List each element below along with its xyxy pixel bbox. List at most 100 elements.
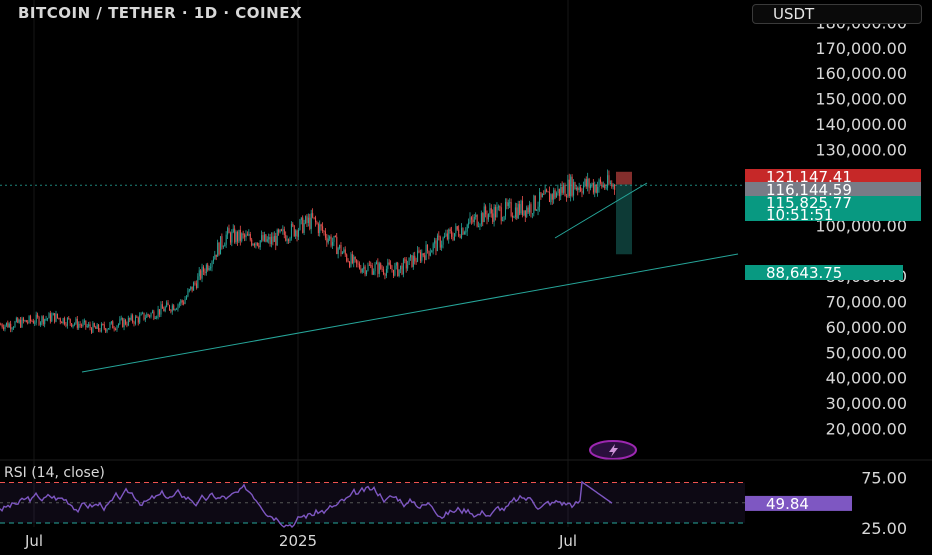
candle-body bbox=[224, 244, 226, 247]
candle-body bbox=[548, 191, 550, 203]
target-price-label-background bbox=[745, 265, 903, 280]
candle-body bbox=[214, 254, 216, 260]
candle-body bbox=[190, 286, 192, 290]
candle-body bbox=[8, 323, 10, 328]
candle-body bbox=[575, 187, 577, 190]
candle-body bbox=[68, 318, 70, 320]
candle-body bbox=[20, 319, 22, 328]
y-axis-tick-label: 30,000.00 bbox=[826, 394, 907, 413]
candle-body bbox=[523, 210, 525, 216]
candle-body bbox=[299, 220, 301, 230]
stop-loss-zone[interactable] bbox=[616, 171, 632, 185]
candle-body bbox=[551, 194, 553, 200]
candle-body bbox=[502, 220, 504, 222]
candle-body bbox=[32, 321, 34, 324]
candle-body bbox=[324, 231, 326, 238]
candle-body bbox=[591, 182, 593, 186]
currency-selector-button[interactable]: USDT bbox=[752, 4, 922, 24]
candle-body bbox=[332, 242, 334, 246]
candle-body bbox=[432, 243, 434, 251]
candle-body bbox=[476, 214, 478, 227]
candle-body bbox=[397, 262, 399, 277]
candle-body bbox=[486, 214, 488, 220]
candle-body bbox=[183, 302, 185, 304]
candle-body bbox=[82, 322, 84, 326]
candle-body bbox=[75, 318, 77, 324]
candle-body bbox=[323, 231, 325, 233]
candle-body bbox=[286, 239, 288, 241]
candle-body bbox=[306, 216, 308, 223]
candle-body bbox=[577, 187, 579, 191]
candle-body bbox=[317, 223, 319, 233]
candle-body bbox=[339, 245, 341, 249]
candle-body bbox=[72, 324, 74, 327]
candle-body bbox=[322, 226, 324, 232]
candle-body bbox=[463, 232, 465, 235]
candle-body bbox=[571, 176, 573, 196]
last-price-label-background bbox=[745, 196, 921, 221]
entry-price-label: 116,144.59 bbox=[766, 181, 852, 199]
x-axis-tick-label: 2025 bbox=[279, 532, 317, 550]
y-axis-tick-label: 170,000.00 bbox=[815, 39, 907, 58]
candle-body bbox=[424, 255, 426, 261]
candle-body bbox=[93, 323, 95, 327]
candle-body bbox=[150, 313, 152, 317]
candle-body bbox=[588, 178, 590, 189]
candle-body bbox=[534, 195, 536, 210]
candle-body bbox=[398, 269, 400, 277]
candle-body bbox=[108, 328, 110, 330]
y-axis-tick-label: 60,000.00 bbox=[826, 318, 907, 337]
candle-body bbox=[83, 320, 85, 323]
candle-body bbox=[604, 184, 606, 188]
y-axis-tick-label: 100,000.00 bbox=[815, 216, 907, 235]
candle-body bbox=[307, 217, 309, 223]
rsi-value-label: 49.84 bbox=[766, 495, 809, 513]
candle-body bbox=[115, 328, 117, 330]
candle-body bbox=[10, 323, 12, 330]
candle-body bbox=[245, 234, 247, 238]
candle-body bbox=[278, 229, 280, 233]
candle-body bbox=[49, 313, 51, 322]
candle-body bbox=[554, 190, 556, 198]
candle-body bbox=[496, 207, 498, 218]
short-term-trendline[interactable] bbox=[554, 182, 648, 239]
candle-body bbox=[184, 299, 186, 304]
candle-body bbox=[176, 308, 178, 310]
candle-body bbox=[156, 316, 158, 319]
candle-body bbox=[133, 321, 135, 324]
candle-body bbox=[564, 185, 566, 197]
candle-body bbox=[374, 264, 376, 272]
support-trendline[interactable] bbox=[81, 253, 739, 373]
candle-body bbox=[170, 309, 172, 312]
candle-body bbox=[418, 250, 420, 253]
rsi-indicator-title[interactable]: RSI (14, close) bbox=[4, 465, 105, 481]
candle-body bbox=[130, 315, 132, 320]
candle-body bbox=[17, 318, 19, 323]
candle-body bbox=[91, 328, 93, 333]
candle-body bbox=[125, 319, 127, 325]
y-axis-tick-label: 40,000.00 bbox=[826, 369, 907, 388]
take-profit-zone[interactable] bbox=[616, 184, 632, 255]
candle-body bbox=[229, 233, 231, 243]
candle-body bbox=[422, 253, 424, 256]
candle-body bbox=[395, 262, 397, 266]
candle-body bbox=[136, 316, 138, 318]
candle-body bbox=[86, 326, 88, 328]
candle-body bbox=[419, 252, 421, 261]
rsi-axis-tick-label: 25.00 bbox=[861, 519, 907, 538]
candle-body bbox=[61, 321, 63, 324]
candle-body bbox=[415, 261, 417, 263]
candle-body bbox=[483, 206, 485, 223]
candle-body bbox=[28, 316, 30, 323]
candle-body bbox=[370, 265, 372, 267]
candle-body bbox=[319, 224, 321, 233]
candle-body bbox=[4, 325, 6, 329]
candle-body bbox=[608, 175, 610, 184]
candle-body bbox=[265, 234, 267, 242]
candle-body bbox=[252, 243, 254, 246]
candle-body bbox=[587, 178, 589, 187]
candle-body bbox=[15, 318, 17, 322]
candle-body bbox=[391, 269, 393, 271]
